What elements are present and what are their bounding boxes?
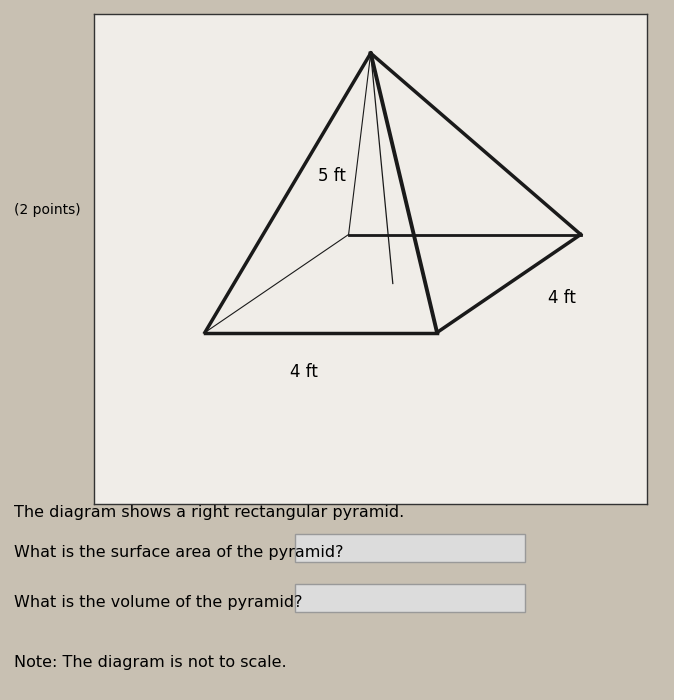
Text: The diagram shows a right rectangular pyramid.: The diagram shows a right rectangular py…	[14, 505, 404, 520]
Text: What is the volume of the pyramid?: What is the volume of the pyramid?	[14, 595, 303, 610]
Text: 4 ft: 4 ft	[290, 363, 318, 381]
Text: Note: The diagram is not to scale.: Note: The diagram is not to scale.	[14, 655, 286, 670]
FancyBboxPatch shape	[295, 534, 525, 562]
FancyBboxPatch shape	[295, 584, 525, 612]
Text: (2 points): (2 points)	[14, 203, 80, 217]
Text: What is the surface area of the pyramid?: What is the surface area of the pyramid?	[14, 545, 344, 560]
Text: 4 ft: 4 ft	[547, 289, 576, 307]
Text: 5 ft: 5 ft	[318, 167, 346, 185]
